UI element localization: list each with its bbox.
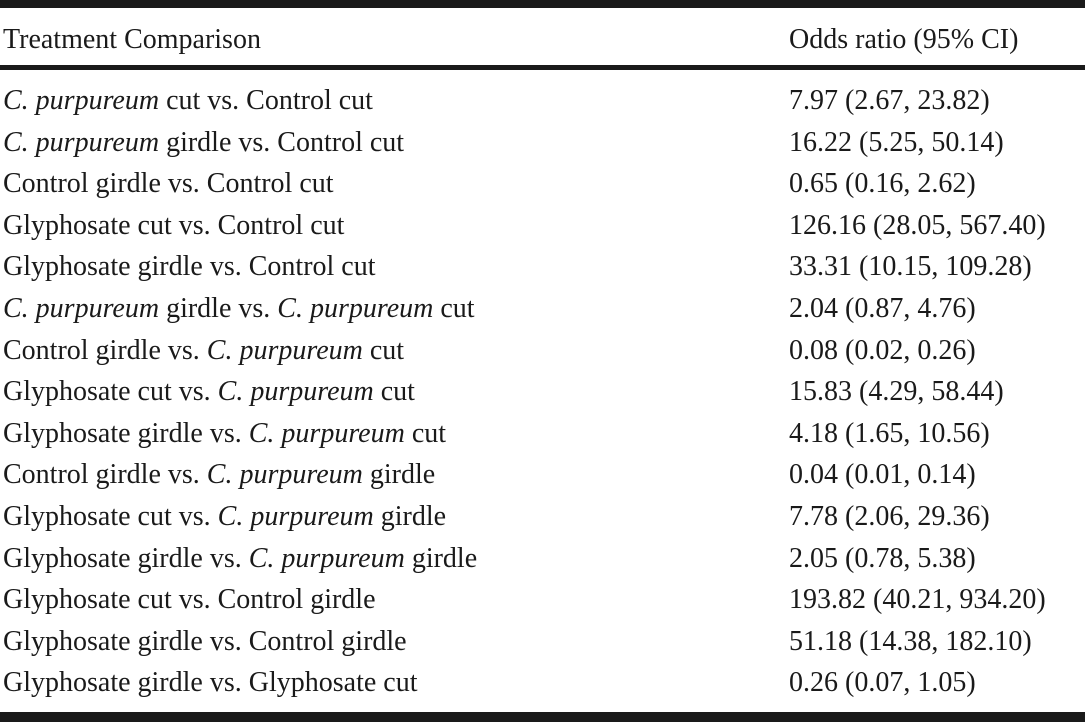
species-name: C. purpureum — [217, 501, 374, 532]
odds-ratio-cell: 7.78 (2.06, 29.36) — [789, 501, 990, 532]
comparison-text: Control girdle vs. — [3, 459, 207, 490]
comparison-text: Glyphosate cut vs. Control cut — [3, 210, 345, 241]
odds-ratio-cell: 126.16 (28.05, 567.40) — [789, 210, 1046, 241]
comparison-text: Glyphosate girdle vs. Control girdle — [3, 626, 407, 657]
treatment-comparison-cell: Control girdle vs. C. purpureum girdle — [3, 459, 435, 491]
treatment-comparison-cell: Control girdle vs. Control cut — [3, 168, 334, 200]
odds-ratio-cell: 51.18 (14.38, 182.10) — [789, 626, 1032, 657]
comparison-text: girdle — [373, 501, 447, 532]
comparison-text: girdle — [362, 459, 436, 490]
treatment-comparison-cell: Glyphosate cut vs. C. purpureum girdle — [3, 501, 446, 533]
odds-ratio-cell: 2.05 (0.78, 5.38) — [789, 543, 976, 574]
comparison-text: girdle vs. — [159, 293, 278, 324]
treatment-comparison-cell: Glyphosate girdle vs. Glyphosate cut — [3, 667, 417, 699]
species-name: C. purpureum — [277, 293, 434, 324]
odds-ratio-cell: 0.65 (0.16, 2.62) — [789, 168, 976, 199]
odds-ratio-cell: 0.26 (0.07, 1.05) — [789, 667, 976, 698]
odds-ratio-cell: 4.18 (1.65, 10.56) — [789, 418, 990, 449]
comparison-text: Glyphosate cut vs. — [3, 501, 218, 532]
comparison-text: Control girdle vs. Control cut — [3, 168, 334, 199]
odds-ratio-cell: 16.22 (5.25, 50.14) — [789, 127, 1004, 158]
comparison-text: Glyphosate girdle vs. Glyphosate cut — [3, 667, 418, 698]
treatment-comparison-cell: C. purpureum girdle vs. Control cut — [3, 127, 404, 159]
species-name: C. purpureum — [3, 127, 160, 158]
odds-ratio-cell: 0.08 (0.02, 0.26) — [789, 335, 976, 366]
header-treatment-comparison: Treatment Comparison — [3, 24, 261, 55]
treatment-comparison-cell: Glyphosate girdle vs. Control cut — [3, 251, 376, 283]
comparison-text: Glyphosate girdle vs. — [3, 543, 249, 574]
comparison-text: girdle — [404, 543, 478, 574]
comparison-text: cut — [433, 293, 475, 324]
treatment-comparison-cell: Glyphosate cut vs. Control cut — [3, 210, 344, 242]
comparison-text: cut — [362, 335, 405, 366]
odds-ratio-cell: 0.04 (0.01, 0.14) — [789, 459, 976, 490]
odds-ratio-cell: 33.31 (10.15, 109.28) — [789, 251, 1032, 282]
comparison-text: cut — [404, 418, 447, 449]
comparison-text: Glyphosate girdle vs. — [3, 418, 249, 449]
comparison-text: cut vs. Control cut — [159, 85, 373, 116]
odds-ratio-cell: 7.97 (2.67, 23.82) — [789, 85, 990, 116]
treatment-comparison-cell: Glyphosate cut vs. C. purpureum cut — [3, 376, 415, 408]
species-name: C. purpureum — [206, 459, 363, 490]
species-name: C. purpureum — [217, 376, 374, 407]
treatment-comparison-cell: C. purpureum cut vs. Control cut — [3, 85, 373, 117]
comparison-text: Glyphosate cut vs. Control girdle — [3, 584, 376, 615]
treatment-comparison-cell: Glyphosate girdle vs. C. purpureum girdl… — [3, 543, 477, 575]
comparison-text: cut — [373, 376, 415, 407]
odds-ratio-cell: 15.83 (4.29, 58.44) — [789, 376, 1004, 407]
table-top-rule — [0, 0, 1085, 8]
comparison-text: Glyphosate girdle vs. Control cut — [3, 251, 376, 282]
comparison-text: girdle vs. Control cut — [159, 127, 405, 158]
table-header-rule — [0, 65, 1085, 70]
species-name: C. purpureum — [3, 293, 160, 324]
odds-ratio-cell: 193.82 (40.21, 934.20) — [789, 584, 1046, 615]
treatment-comparison-cell: Glyphosate girdle vs. Control girdle — [3, 626, 407, 658]
species-name: C. purpureum — [206, 335, 363, 366]
header-odds-ratio: Odds ratio (95% CI) — [789, 24, 1019, 55]
comparison-text: Control girdle vs. — [3, 335, 207, 366]
species-name: C. purpureum — [248, 418, 405, 449]
species-name: C. purpureum — [3, 85, 160, 116]
comparison-text: Glyphosate cut vs. — [3, 376, 218, 407]
odds-ratio-cell: 2.04 (0.87, 4.76) — [789, 293, 976, 324]
treatment-comparison-cell: Glyphosate girdle vs. C. purpureum cut — [3, 418, 446, 450]
species-name: C. purpureum — [248, 543, 405, 574]
table-bottom-rule — [0, 712, 1085, 722]
treatment-comparison-cell: C. purpureum girdle vs. C. purpureum cut — [3, 293, 475, 325]
treatment-comparison-cell: Glyphosate cut vs. Control girdle — [3, 584, 376, 616]
treatment-comparison-cell: Control girdle vs. C. purpureum cut — [3, 335, 404, 367]
